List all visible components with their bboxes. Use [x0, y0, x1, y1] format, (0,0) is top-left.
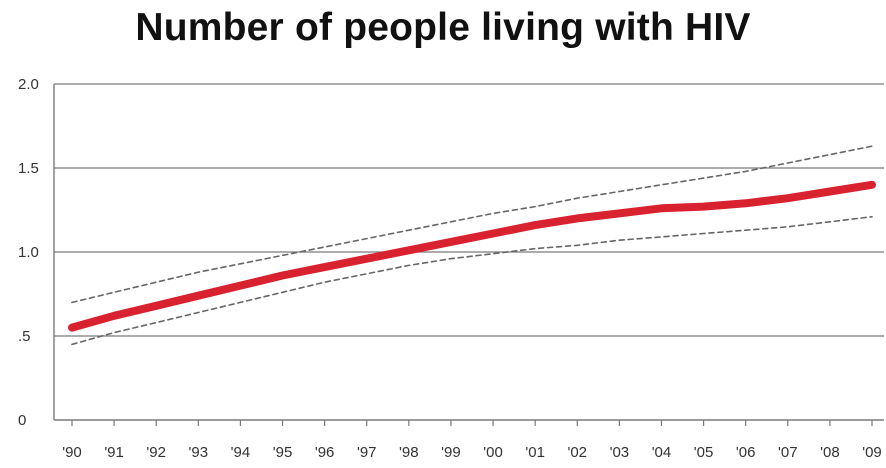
- x-tick-label: '99: [441, 444, 461, 461]
- x-tick-label: '97: [357, 444, 377, 461]
- x-tick-label: '90: [62, 444, 82, 461]
- y-tick-label: 1.0: [18, 244, 39, 261]
- y-tick-label: 0: [18, 412, 26, 429]
- x-tick-label: '95: [273, 444, 293, 461]
- x-tick-label: '07: [778, 444, 798, 461]
- x-tick-label: '03: [610, 444, 630, 461]
- series-line-estimate: [68, 180, 876, 332]
- x-tick-label: '93: [189, 444, 209, 461]
- x-tick-label: '94: [231, 444, 251, 461]
- chart-title: Number of people living with HIV: [135, 6, 751, 49]
- x-tick-label: '00: [483, 444, 503, 461]
- y-tick-label: .5: [18, 328, 31, 345]
- x-tick-label: '09: [862, 444, 882, 461]
- series-line-upper-bound: [71, 145, 873, 304]
- y-tick-label: 1.5: [18, 160, 39, 177]
- axis-layer: [53, 84, 873, 426]
- x-tick-label: '02: [567, 444, 587, 461]
- x-tick-label: '01: [525, 444, 545, 461]
- x-tick-label: '04: [652, 444, 672, 461]
- x-tick-label: '91: [104, 444, 124, 461]
- x-tick-label: '05: [694, 444, 714, 461]
- series-line-lower-bound: [71, 215, 873, 346]
- series-layer: [68, 145, 876, 346]
- grid-layer: [54, 83, 884, 421]
- x-tick-label: '98: [399, 444, 419, 461]
- label-layer: 0 .5 1.0 1.5 2.0 '90 '91 '92 '93 '94 '95 '96 '97 '98 '…: [18, 76, 882, 461]
- x-tick-label: '92: [146, 444, 166, 461]
- x-tick-label: '96: [315, 444, 335, 461]
- y-tick-label: 2.0: [18, 76, 39, 93]
- x-tick-label: '08: [820, 444, 840, 461]
- x-tick-label: '06: [736, 444, 756, 461]
